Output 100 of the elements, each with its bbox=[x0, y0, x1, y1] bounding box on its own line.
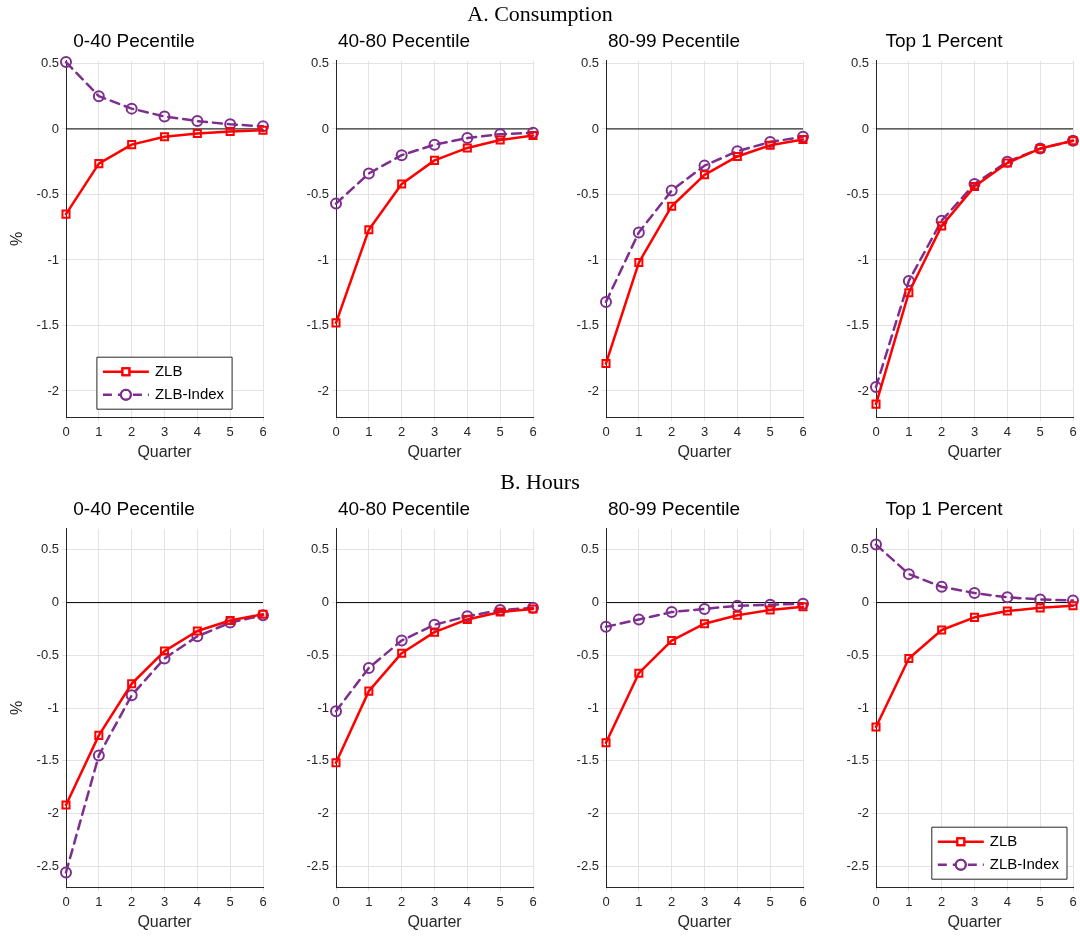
point bbox=[192, 128, 202, 139]
text: B. Hours bbox=[499, 468, 581, 496]
point bbox=[158, 652, 171, 665]
point bbox=[1001, 591, 1014, 604]
point bbox=[870, 538, 882, 551]
point bbox=[191, 630, 204, 643]
y-tick-label: -1 bbox=[587, 251, 599, 267]
y-tick-label: -2 bbox=[587, 804, 599, 820]
point bbox=[871, 722, 881, 732]
y-tick-label: -0.5 bbox=[576, 646, 599, 662]
x-tick-label: 5 bbox=[496, 893, 504, 909]
point bbox=[331, 318, 341, 328]
point bbox=[969, 182, 980, 192]
point bbox=[699, 619, 710, 629]
point bbox=[92, 90, 105, 103]
point bbox=[494, 603, 507, 616]
point bbox=[764, 136, 777, 149]
x-tick-label: 1 bbox=[95, 423, 103, 439]
x-tick-label: 5 bbox=[1036, 423, 1044, 439]
point bbox=[461, 132, 474, 145]
y-tick-label: -1.5 bbox=[846, 752, 869, 768]
point bbox=[870, 381, 882, 394]
x-tick-label: 6 bbox=[259, 423, 267, 439]
x-tick-label: 4 bbox=[1003, 423, 1011, 439]
y-tick-label: -0.5 bbox=[306, 186, 329, 202]
x-tick-label: 2 bbox=[398, 423, 406, 439]
point bbox=[935, 214, 948, 227]
point bbox=[732, 610, 742, 620]
x-axis-title: Quarter bbox=[407, 912, 463, 930]
y-tick-label: 0 bbox=[51, 120, 59, 136]
x-tick-label: 5 bbox=[496, 423, 504, 439]
y-tick-label: 0 bbox=[321, 594, 329, 610]
x-tick-label: 0 bbox=[602, 423, 610, 439]
point bbox=[159, 646, 170, 656]
y-tick-label: -1.5 bbox=[306, 317, 329, 333]
y-tick-label: 0.5 bbox=[310, 55, 329, 70]
x-tick-label: 5 bbox=[1036, 893, 1044, 909]
x-tick-label: 1 bbox=[365, 893, 373, 909]
x-tick-label: 0 bbox=[62, 423, 70, 439]
x-axis-title: Quarter bbox=[677, 442, 733, 460]
x-tick-label: 1 bbox=[365, 423, 373, 439]
point bbox=[364, 686, 374, 696]
y-tick-label: 0 bbox=[321, 120, 329, 136]
legend-label: ZLB bbox=[989, 831, 1018, 849]
x-tick-label: 1 bbox=[635, 423, 643, 439]
y-tick-label: 0.5 bbox=[310, 541, 329, 557]
x-tick-label: 3 bbox=[430, 893, 439, 909]
y-tick-label: -1 bbox=[317, 699, 329, 715]
point bbox=[125, 102, 138, 115]
x-tick-label: 3 bbox=[160, 893, 169, 909]
x-tick-label: 2 bbox=[398, 893, 406, 909]
y-tick-label: -0.5 bbox=[846, 646, 869, 662]
y-tick-label: -1 bbox=[857, 251, 869, 267]
y-tick-label: 0 bbox=[861, 120, 869, 136]
point bbox=[871, 399, 881, 409]
point bbox=[797, 130, 809, 143]
point bbox=[937, 221, 947, 231]
point bbox=[1067, 594, 1079, 607]
y-tick-label: -1.5 bbox=[306, 752, 329, 768]
point bbox=[158, 110, 171, 123]
point bbox=[429, 155, 440, 165]
point bbox=[1002, 606, 1012, 616]
y-tick-label: -2 bbox=[317, 804, 329, 820]
point bbox=[191, 115, 204, 128]
y-tick-label: -2 bbox=[47, 382, 59, 398]
x-tick-label: 6 bbox=[529, 893, 537, 909]
y-tick-label: 0 bbox=[861, 594, 869, 610]
x-tick-label: 1 bbox=[905, 423, 913, 439]
x-tick-label: 4 bbox=[463, 423, 471, 439]
y-tick-label: -1.5 bbox=[576, 317, 599, 333]
point bbox=[731, 145, 744, 158]
y-tick-label: -1 bbox=[857, 699, 869, 715]
point bbox=[495, 135, 505, 145]
point bbox=[1068, 601, 1078, 611]
y-tick-label: -2.5 bbox=[36, 857, 59, 873]
point bbox=[698, 602, 711, 615]
point bbox=[968, 177, 981, 190]
chart-title: 40-80 Pecentile bbox=[337, 497, 471, 519]
point bbox=[257, 120, 269, 133]
y-tick-label: -2 bbox=[47, 804, 59, 820]
x-tick-label: 0 bbox=[62, 893, 70, 909]
point bbox=[94, 730, 104, 740]
point bbox=[634, 668, 644, 678]
x-tick-label: 5 bbox=[226, 423, 234, 439]
point bbox=[902, 274, 915, 287]
x-tick-label: 0 bbox=[332, 893, 340, 909]
point bbox=[601, 358, 611, 369]
y-tick-label: 0.5 bbox=[580, 541, 599, 557]
point bbox=[462, 614, 472, 624]
point bbox=[60, 866, 72, 879]
point bbox=[969, 612, 980, 622]
y-tick-label: -0.5 bbox=[576, 186, 599, 202]
point bbox=[127, 679, 137, 689]
y-tick-label: 0 bbox=[51, 594, 59, 610]
point bbox=[798, 134, 808, 144]
x-tick-label: 2 bbox=[938, 423, 946, 439]
x-tick-label: 5 bbox=[226, 893, 234, 909]
x-tick-label: 0 bbox=[332, 423, 340, 439]
point bbox=[494, 128, 507, 141]
point bbox=[192, 626, 202, 636]
